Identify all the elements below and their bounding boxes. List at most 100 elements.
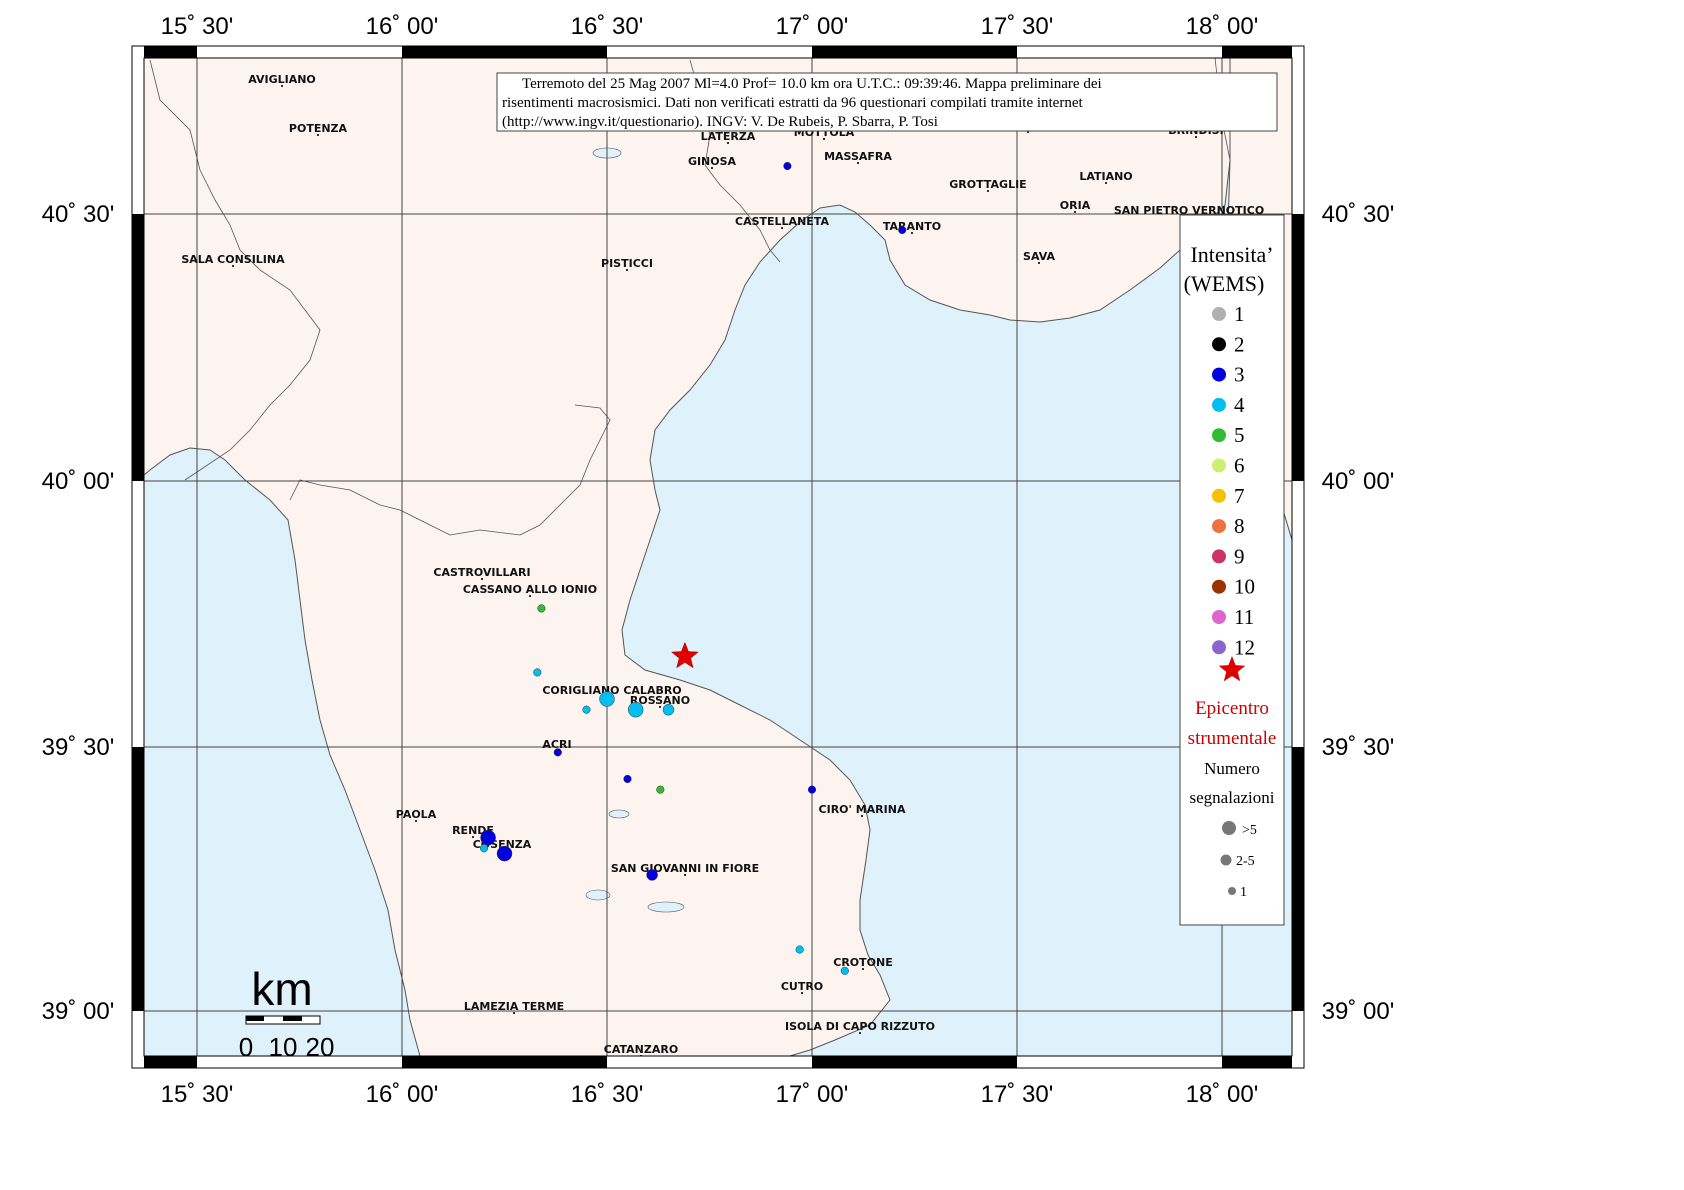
- observation-point: [662, 703, 675, 716]
- legend-level-dot: [1212, 337, 1226, 352]
- right-lat-label-1: 40˚ 30': [1322, 201, 1395, 228]
- city-label: CROTONE: [833, 956, 892, 969]
- city-marker: [861, 815, 863, 817]
- city-marker: [415, 820, 417, 822]
- city-label: LATIANO: [1079, 170, 1132, 183]
- observation-point: [898, 225, 907, 235]
- legend-level-dot: [1212, 428, 1226, 443]
- legend-level-label: 7: [1234, 484, 1245, 508]
- top-lon-label-1: 15˚ 30': [161, 13, 234, 40]
- observation-point: [533, 668, 542, 677]
- observation-point: [582, 705, 591, 714]
- scale-label-10: 10: [269, 1032, 298, 1062]
- observation-point: [496, 845, 513, 862]
- legend-count-line-1: Numero: [1204, 759, 1260, 778]
- bottom-lon-label-3: 16˚ 30': [571, 1081, 644, 1108]
- city-label: POTENZA: [289, 122, 348, 135]
- observation-point: [656, 785, 665, 794]
- legend-level-label: 2: [1234, 332, 1245, 356]
- city-label: CIRO' MARINA: [819, 803, 906, 816]
- legend-level-dot: [1212, 488, 1226, 503]
- legend-level-dot: [1212, 397, 1226, 412]
- left-lat-label-1: 40˚ 30': [42, 201, 115, 228]
- legend-level-label: 6: [1234, 454, 1245, 478]
- city-marker: [529, 595, 531, 597]
- city-marker: [859, 1032, 861, 1034]
- observation-point: [840, 966, 849, 975]
- city-marker: [711, 167, 713, 169]
- city-marker: [684, 874, 686, 876]
- city-label: CASTELLANETA: [735, 215, 829, 228]
- city-label: ACRI: [542, 738, 571, 751]
- legend-level-label: 10: [1234, 575, 1255, 599]
- city-label: SAN PIETRO VERNOTICO: [1114, 204, 1264, 217]
- city-label: MASSAFRA: [824, 150, 892, 163]
- legend-size-small: [1228, 887, 1236, 895]
- observation-point: [537, 604, 546, 613]
- axis-labels: 15˚ 30' 16˚ 00' 16˚ 30' 17˚ 00' 17˚ 30' …: [42, 13, 1395, 1108]
- scale-label-20: 20: [306, 1032, 335, 1062]
- legend-level-label: 9: [1234, 544, 1245, 568]
- bottom-lon-label-2: 16˚ 00': [366, 1081, 439, 1108]
- city-label: CASSANO ALLO IONIO: [463, 583, 597, 596]
- city-marker: [862, 968, 864, 970]
- legend-level-dot: [1212, 610, 1226, 624]
- legend-level-label: 1: [1234, 302, 1245, 326]
- legend-epicenter-star: [1218, 656, 1246, 682]
- scale-bar: km 0 10 20: [239, 963, 335, 1062]
- city-label: GINOSA: [688, 155, 737, 168]
- city-marker: [481, 578, 483, 580]
- title-line-2: risentimenti macrosismici. Dati non veri…: [502, 95, 1083, 111]
- land: [144, 58, 1231, 1056]
- title-line-1: Terremoto del 25 Mag 2007 Ml=4.0 Prof= 1…: [522, 76, 1102, 92]
- legend-size-medium: [1220, 854, 1232, 866]
- city-label: PISTICCI: [601, 257, 653, 270]
- city-marker: [727, 142, 729, 144]
- city-marker: [1105, 182, 1107, 184]
- city-marker: [1074, 211, 1076, 213]
- city-marker: [472, 836, 474, 838]
- bottom-lon-label-4: 17˚ 00': [776, 1081, 849, 1108]
- city-label: GROTTAGLIE: [949, 178, 1026, 191]
- city-label: AVIGLIANO: [248, 73, 316, 86]
- legend-level-dot: [1212, 307, 1226, 321]
- left-lat-label-2: 40˚ 00': [42, 468, 115, 495]
- city-marker: [281, 85, 283, 87]
- epicenter-star: [670, 641, 699, 669]
- observation-point: [807, 785, 817, 794]
- city-label: LAMEZIA TERME: [464, 1000, 564, 1013]
- observation-point: [795, 945, 804, 954]
- legend-level-label: 5: [1234, 423, 1245, 447]
- city-label: LATERZA: [701, 130, 756, 143]
- legend-size-large: [1222, 821, 1236, 835]
- observation-point: [553, 748, 562, 757]
- top-lon-label-4: 17˚ 00': [776, 13, 849, 40]
- city-marker: [987, 190, 989, 192]
- legend-level-dot: [1212, 367, 1226, 382]
- city-label: CUTRO: [781, 980, 823, 993]
- city-marker: [513, 1012, 515, 1014]
- observation-point: [623, 774, 632, 784]
- legend-epicenter-line-1: Epicentro: [1195, 698, 1269, 719]
- city-label: CASTROVILLARI: [433, 566, 530, 579]
- legend-size-small-label: 1: [1240, 885, 1247, 900]
- title-line-3: (http://www.ingv.it/questionario). INGV:…: [502, 114, 938, 130]
- top-lon-label-6: 18˚ 00': [1186, 13, 1259, 40]
- city-marker: [801, 992, 803, 994]
- legend-level-dot: [1212, 458, 1226, 473]
- city-marker: [659, 706, 661, 708]
- city-label: ROSSANO: [630, 694, 690, 707]
- legend-level-label: 12: [1234, 635, 1255, 659]
- city-label: SAVA: [1023, 250, 1055, 263]
- bottom-lon-label-6: 18˚ 00': [1186, 1081, 1259, 1108]
- observation-point: [783, 161, 792, 171]
- legend-epicenter-line-2: strumentale: [1188, 728, 1277, 749]
- legend-title-line-1: Intensita’: [1190, 242, 1273, 267]
- legend-level-label: 3: [1234, 363, 1245, 387]
- legend-count-line-2: segnalazioni: [1190, 788, 1275, 807]
- city-marker: [626, 269, 628, 271]
- top-lon-label-2: 16˚ 00': [366, 13, 439, 40]
